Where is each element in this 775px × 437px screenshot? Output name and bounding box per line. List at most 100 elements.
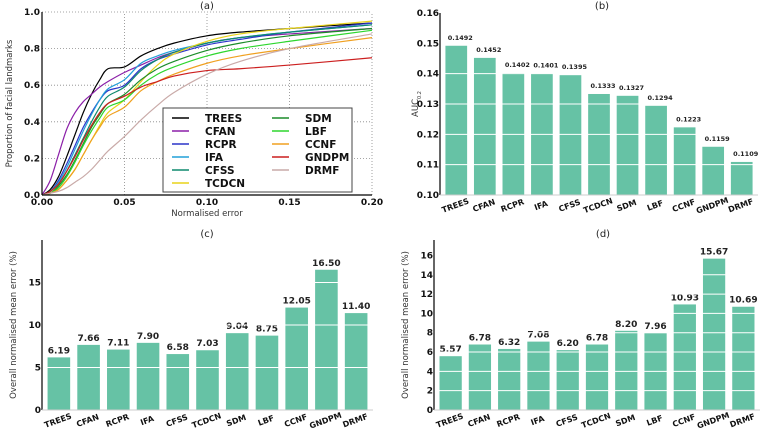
bar-tcdcn bbox=[585, 344, 609, 410]
data-label: 7.03 bbox=[196, 339, 218, 349]
x-tick-label: TCDCN bbox=[582, 196, 614, 215]
x-tick-label: GNDPM bbox=[696, 411, 731, 431]
bar-cfan bbox=[473, 57, 496, 195]
x-tick-label: DRMF bbox=[729, 412, 757, 429]
x-tick-label: GNDPM bbox=[695, 196, 730, 216]
data-label: 6.78 bbox=[586, 334, 608, 344]
legend-label: CFAN bbox=[205, 126, 236, 138]
y-tick-label: 0.4 bbox=[24, 118, 40, 128]
data-label: 0.1327 bbox=[619, 84, 644, 92]
panel-title: (d) bbox=[596, 229, 610, 240]
x-tick-label: RCPR bbox=[500, 197, 526, 214]
x-tick-label: CFAN bbox=[467, 412, 492, 428]
x-tick-label: 0.00 bbox=[31, 198, 53, 208]
legend-label: CCNF bbox=[305, 139, 336, 151]
series-line-rcpr bbox=[41, 22, 373, 196]
x-tick-label: GNDPM bbox=[308, 411, 343, 431]
data-label: 7.08 bbox=[527, 331, 549, 341]
bar-ccnf bbox=[285, 307, 308, 410]
data-label: 0.1109 bbox=[733, 150, 759, 158]
bar-rcpr bbox=[107, 349, 130, 410]
bar-cfan bbox=[77, 344, 100, 410]
bar-gndpm bbox=[702, 146, 725, 195]
x-tick-label: DRMF bbox=[341, 412, 369, 429]
y-tick-label: 6 bbox=[427, 348, 433, 358]
x-tick-label: 0.10 bbox=[196, 198, 218, 208]
legend-label: CFSS bbox=[205, 165, 235, 177]
panel-title: (a) bbox=[200, 1, 214, 12]
y-axis-label: Overall normalised mean error (%) bbox=[401, 251, 411, 399]
bar-drmf bbox=[732, 306, 755, 410]
data-label: 0.1492 bbox=[448, 34, 473, 42]
x-tick-label: CFSS bbox=[555, 412, 579, 428]
data-label: 12.05 bbox=[282, 297, 310, 307]
x-tick-label: SDM bbox=[225, 413, 247, 428]
x-tick-label: CCNF bbox=[671, 197, 697, 214]
panel-c: 6.19 TREES 7.66 CFAN 7.11 RCPR 7.90 IFA 6.58 CFSS… bbox=[9, 229, 373, 431]
x-tick-label: CFSS bbox=[557, 197, 581, 213]
legend-label: TREES bbox=[205, 113, 242, 125]
legend-label: IFA bbox=[205, 152, 224, 164]
y-tick-label: 12 bbox=[420, 290, 433, 300]
bar-tcdcn bbox=[196, 350, 219, 410]
x-tick-label: 0.15 bbox=[278, 198, 300, 208]
legend-label: GNDPM bbox=[305, 152, 349, 164]
y-tick-label: 1.0 bbox=[24, 8, 40, 18]
legend-label: LBF bbox=[305, 126, 327, 138]
bar-ccnf bbox=[673, 304, 696, 410]
y-tick-label: 0 bbox=[35, 406, 41, 416]
y-tick-label: 15 bbox=[28, 279, 41, 289]
x-axis-label: Normalised error bbox=[171, 209, 243, 219]
bar-trees bbox=[47, 357, 71, 410]
x-tick-label: CFAN bbox=[75, 412, 100, 428]
data-label: 0.1159 bbox=[705, 135, 731, 143]
legend-box bbox=[162, 107, 353, 193]
bar-gndpm bbox=[315, 269, 338, 410]
legend-label: RCPR bbox=[205, 139, 237, 151]
bar-ifa bbox=[136, 342, 160, 410]
panel-d: 5.57 TREES 6.78 CFAN 6.32 RCPR 7.08 IFA 6.20 CFSS… bbox=[401, 229, 760, 431]
legend-label: SDM bbox=[305, 113, 332, 125]
x-tick-label: CCNF bbox=[283, 412, 309, 429]
data-label: 6.58 bbox=[167, 343, 189, 353]
x-tick-label: IFA bbox=[530, 414, 547, 427]
data-label: 0.1401 bbox=[533, 61, 559, 69]
x-tick-label: TREES bbox=[435, 412, 465, 430]
data-label: 5.57 bbox=[440, 345, 462, 355]
y-tick-label: 0 bbox=[427, 406, 433, 416]
y-tick-label: 0.8 bbox=[24, 45, 40, 55]
panel-title: (c) bbox=[200, 229, 213, 240]
data-label: 0.1452 bbox=[476, 46, 501, 54]
x-tick-label: TREES bbox=[43, 412, 73, 430]
bar-trees bbox=[445, 45, 468, 196]
y-axis-label: Overall normalised mean error (%) bbox=[9, 251, 19, 399]
bar-rcpr bbox=[498, 348, 521, 410]
x-tick-label: RCPR bbox=[105, 412, 131, 429]
x-tick-label: TCDCN bbox=[191, 411, 223, 430]
bar-lbf bbox=[645, 105, 667, 195]
legend-label: TCDCN bbox=[205, 178, 245, 190]
data-label: 6.20 bbox=[557, 339, 579, 349]
y-axis-label: Proportion of facial landmarks bbox=[5, 39, 15, 167]
x-tick-label: SDM bbox=[616, 198, 638, 213]
x-tick-label: 0.05 bbox=[113, 198, 135, 208]
data-label: 7.96 bbox=[644, 322, 666, 332]
data-label: 11.40 bbox=[342, 302, 370, 312]
data-label: 7.66 bbox=[77, 334, 99, 344]
y-tick-label: 0.2 bbox=[24, 154, 40, 164]
y-tick-label: 16 bbox=[420, 251, 433, 261]
x-tick-label: SDM bbox=[614, 413, 636, 428]
x-tick-label: 0.20 bbox=[361, 198, 383, 208]
y-tick-label: 0.14 bbox=[417, 70, 439, 80]
x-tick-label: CFAN bbox=[471, 197, 496, 213]
panel-b: 0.1492 TREES 0.1452 CFAN 0.1402 RCPR 0.1401 IFA… bbox=[411, 1, 759, 216]
y-tick-label: 0.16 bbox=[417, 9, 439, 19]
data-label: 7.11 bbox=[107, 339, 129, 349]
bar-cfss bbox=[166, 354, 190, 410]
x-tick-label: TREES bbox=[441, 197, 471, 215]
x-tick-label: IFA bbox=[533, 199, 550, 212]
data-label: 0.1395 bbox=[562, 63, 588, 71]
data-label: 10.69 bbox=[729, 296, 757, 306]
bar-tcdcn bbox=[588, 93, 610, 195]
